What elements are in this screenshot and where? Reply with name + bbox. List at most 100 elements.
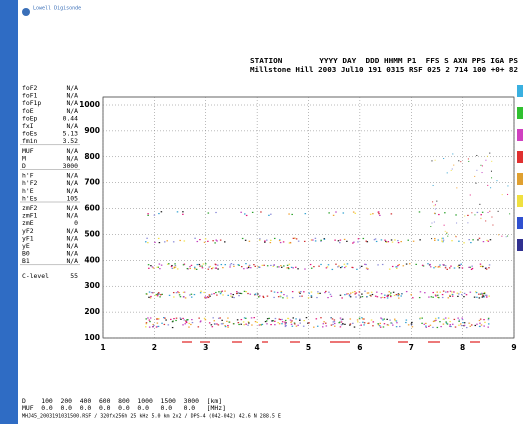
echo <box>456 236 457 237</box>
echo <box>437 327 439 328</box>
echo <box>270 214 272 215</box>
echo <box>443 240 445 241</box>
param-name: C-level <box>22 272 49 280</box>
echo <box>398 298 400 299</box>
echo <box>273 265 275 266</box>
echo <box>362 322 364 323</box>
echo <box>147 215 149 216</box>
echo <box>350 296 352 297</box>
echo <box>149 327 151 328</box>
echo <box>208 269 210 270</box>
echo <box>182 318 184 319</box>
echo <box>470 242 472 243</box>
echo <box>450 266 452 267</box>
echo <box>470 194 471 195</box>
echo <box>183 264 185 265</box>
echo <box>480 264 482 265</box>
echo <box>462 319 464 320</box>
echo <box>435 320 437 321</box>
echo <box>391 213 393 214</box>
echo <box>420 317 422 318</box>
echo <box>271 320 273 321</box>
echo <box>480 214 482 215</box>
echo <box>391 239 393 240</box>
echo <box>157 323 159 324</box>
echo <box>172 268 174 269</box>
echo <box>476 170 477 171</box>
echo <box>218 324 220 325</box>
echo <box>480 218 481 219</box>
echo <box>437 266 439 267</box>
echo <box>472 239 474 240</box>
echo <box>431 238 432 239</box>
echo <box>486 295 488 296</box>
echo <box>459 319 461 320</box>
echo <box>380 297 382 298</box>
echo <box>176 292 178 293</box>
echo <box>445 267 447 268</box>
echo <box>148 297 150 298</box>
echo <box>311 268 313 269</box>
echo <box>311 295 313 296</box>
echo <box>470 326 472 327</box>
footer-line: MUF 0.0 0.0 0.0 0.0 0.0 0.0 0.0 0.0 [MHz… <box>22 404 226 412</box>
echo <box>331 325 333 326</box>
echo <box>353 211 355 212</box>
echo <box>249 265 251 266</box>
echo <box>233 297 235 298</box>
echo <box>282 321 284 322</box>
echo <box>158 238 160 239</box>
echo <box>381 293 383 294</box>
echo <box>464 215 465 216</box>
echo <box>153 267 155 268</box>
echo <box>411 323 413 324</box>
echo <box>474 297 476 298</box>
y-tick-label: 600 <box>84 204 100 213</box>
echo <box>479 297 481 298</box>
x-tick-label: 4 <box>255 343 260 352</box>
echo <box>320 264 322 265</box>
echo <box>158 213 160 214</box>
echo <box>291 320 293 321</box>
echo <box>280 295 282 296</box>
echo <box>315 240 317 241</box>
echo <box>355 213 357 214</box>
echo <box>221 264 223 265</box>
echo <box>263 265 265 266</box>
echo <box>285 325 287 326</box>
legend-swatch <box>517 217 523 229</box>
echo <box>406 291 408 292</box>
echo <box>340 240 342 241</box>
echo <box>149 319 151 320</box>
echo <box>233 323 235 324</box>
echo <box>255 321 257 322</box>
echo <box>299 319 301 320</box>
echo <box>379 323 381 324</box>
echo <box>395 266 397 267</box>
echo <box>447 323 449 324</box>
echo <box>303 320 305 321</box>
echo <box>230 293 232 294</box>
echo <box>357 319 359 320</box>
echo <box>463 242 465 243</box>
echo <box>149 291 151 292</box>
echo <box>273 297 275 298</box>
echo <box>487 327 489 328</box>
echo <box>426 327 428 328</box>
echo <box>396 322 398 323</box>
echo <box>299 296 301 297</box>
y-tick-label: 500 <box>84 229 100 238</box>
echo <box>455 326 457 327</box>
echo <box>164 241 166 242</box>
echo <box>325 291 327 292</box>
echo <box>199 266 201 267</box>
echo <box>362 296 364 297</box>
echo <box>479 320 481 321</box>
echo <box>349 295 351 296</box>
echo <box>436 201 437 202</box>
echo <box>286 295 288 296</box>
echo <box>380 317 382 318</box>
echo <box>400 295 402 296</box>
echo <box>358 238 360 239</box>
echo <box>289 242 291 243</box>
